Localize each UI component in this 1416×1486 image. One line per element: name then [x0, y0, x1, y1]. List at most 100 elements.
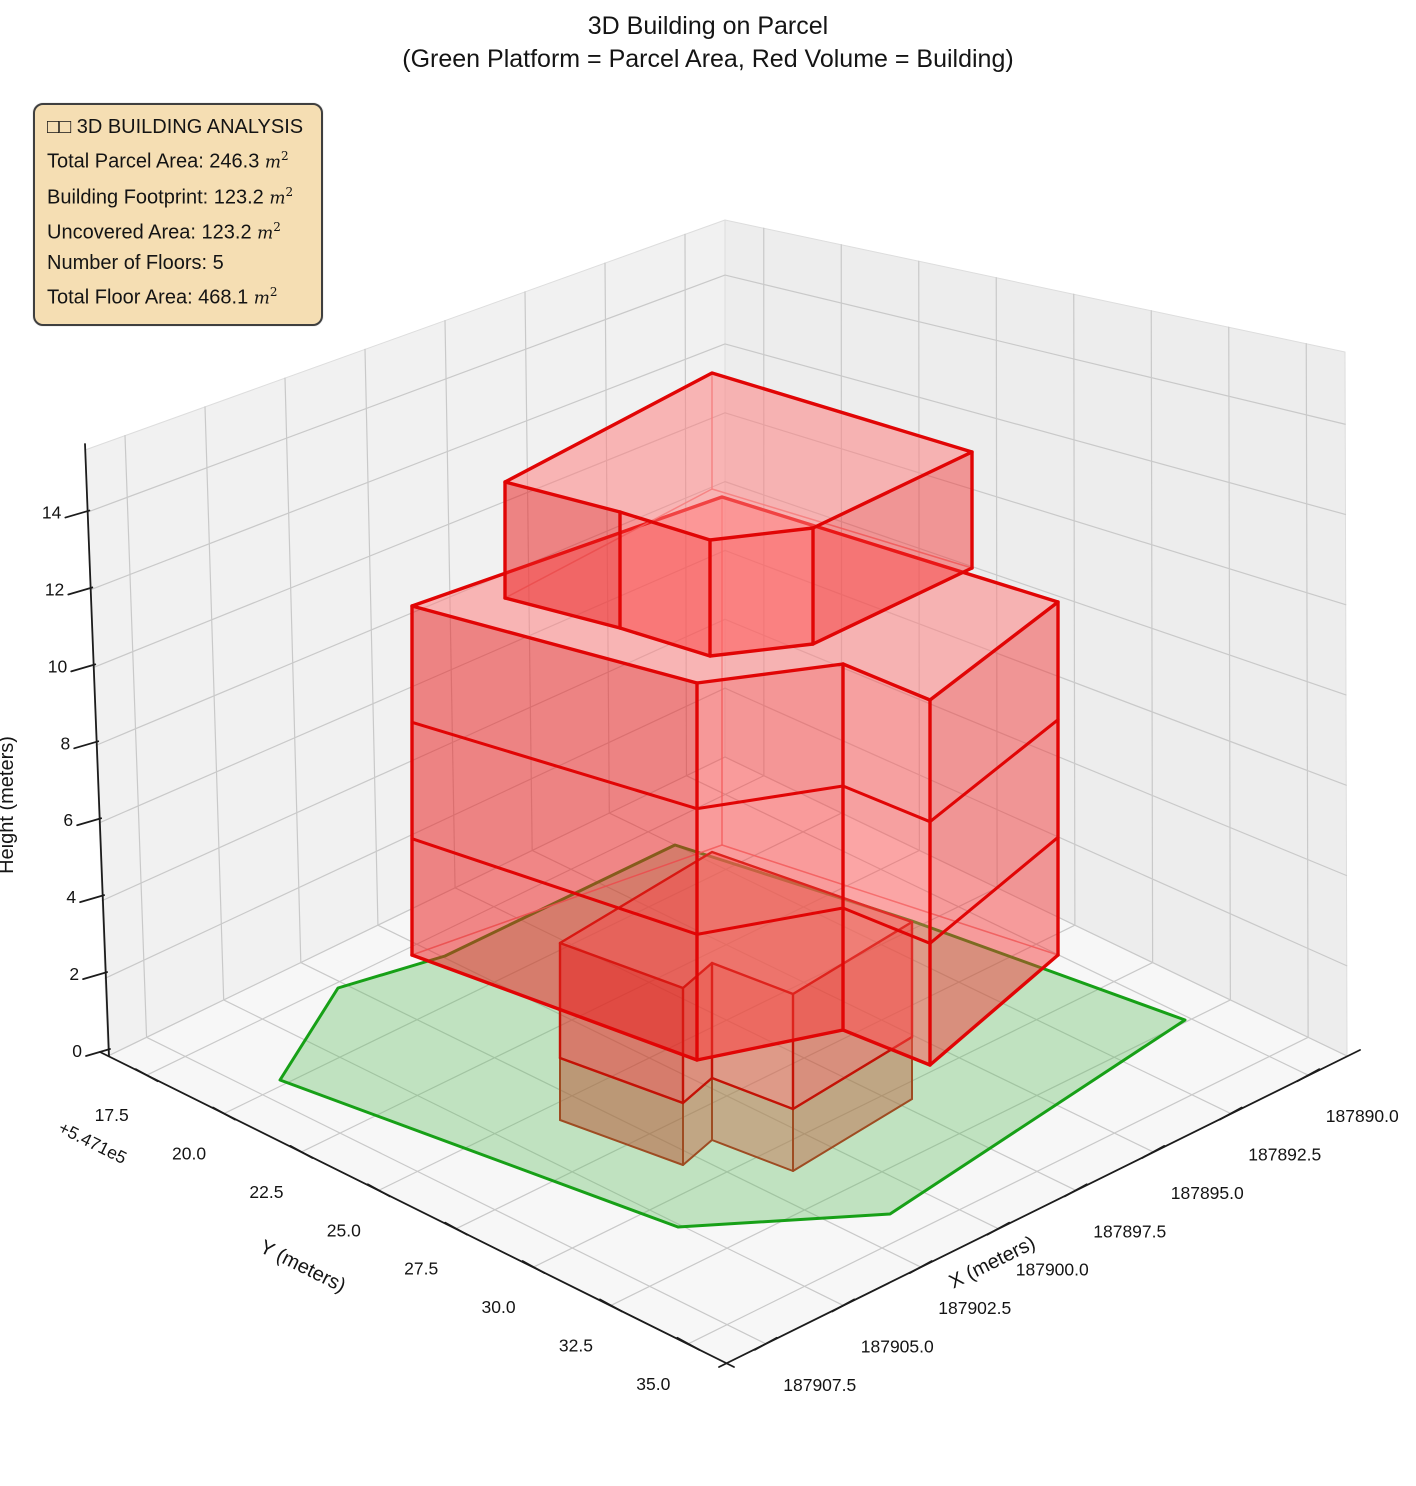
- floor-grid-y: [532, 961, 1154, 1268]
- x-tick: [831, 1298, 856, 1313]
- leftwall-grid-z: [86, 274, 726, 513]
- x-tick-label: 187900.0: [1016, 1260, 1089, 1280]
- y-tick: [134, 1068, 159, 1083]
- y-tick-label: 35.0: [636, 1374, 670, 1394]
- leftwall-grid-x: [124, 435, 148, 1038]
- building-main-body-face: [412, 606, 697, 1060]
- y-tick-label: 25.0: [327, 1220, 361, 1240]
- rightwall-grid-z: [724, 274, 1346, 425]
- x-axis-line: [718, 1049, 1361, 1368]
- z-tick: [76, 817, 103, 827]
- building-top-floor-face: [620, 512, 710, 656]
- z-tick-label: 12: [45, 579, 64, 599]
- info-box-row: Total Parcel Area: 246.3 m2: [47, 149, 289, 173]
- info-box-header: □□ 3D BUILDING ANALYSIS: [47, 116, 304, 138]
- z-tick-label: 8: [60, 733, 70, 753]
- y-tick-label: 30.0: [482, 1297, 516, 1317]
- z-tick-label: 14: [42, 503, 62, 523]
- x-tick: [1141, 1145, 1166, 1159]
- building-main-body-floor-line: [410, 835, 1060, 945]
- z-tick-label: 6: [63, 810, 73, 830]
- y-tick: [676, 1336, 701, 1351]
- floor-grid-x: [685, 775, 1309, 1076]
- building-tower-low-face: [712, 963, 793, 1109]
- building-top-floor-face: [813, 452, 972, 644]
- x-tick: [753, 1336, 778, 1351]
- building-main-body-face: [697, 664, 843, 1060]
- z-tick-label: 10: [48, 656, 68, 676]
- building-floor1-base-bottom-edge: [559, 1098, 913, 1172]
- z-axis-line: [84, 443, 110, 1057]
- building-main-body-face: [930, 602, 1058, 1065]
- building-top-floor-bottom-edge: [503, 566, 974, 658]
- info-box-rows: Total Parcel Area: 246.3 m2 Building Foot…: [47, 142, 303, 314]
- building-tower-low-face: [793, 922, 912, 1109]
- x-tick: [1063, 1183, 1088, 1198]
- building-top-floor-top-face: [505, 373, 972, 540]
- x-tick: [1218, 1106, 1243, 1121]
- building-floor1-base-face: [793, 1037, 912, 1171]
- y-tick: [212, 1106, 236, 1121]
- z-tick: [73, 740, 100, 750]
- rightwall-grid-z: [724, 687, 1348, 967]
- building-main-body-bottom-edge: [410, 953, 1060, 1067]
- y-axis-label: Y (meters): [256, 1236, 349, 1297]
- building-main-body-floor-line: [410, 718, 1060, 824]
- y-tick-label: 17.5: [95, 1105, 129, 1125]
- info-box-row: Total Floor Area: 468.1 m2: [47, 284, 278, 309]
- building-top-floor-face: [505, 482, 620, 628]
- leftwall-grid-x: [284, 377, 302, 964]
- x-tick-label: 187895.0: [1171, 1183, 1244, 1203]
- leftwall-grid-x: [204, 406, 225, 1001]
- chart-title: 3D Building on Parcel: [587, 12, 829, 40]
- building-main-body-face: [843, 664, 930, 1065]
- z-axis-label: Height (meters): [0, 736, 18, 874]
- y-tick-label: 27.5: [404, 1259, 438, 1279]
- floor-grid-x: [145, 1036, 767, 1345]
- y-tick: [521, 1260, 546, 1274]
- y-tick-label: 32.5: [559, 1335, 593, 1355]
- rightwall-grid-y: [1305, 343, 1309, 1038]
- x-tick-label: 187905.0: [861, 1336, 934, 1356]
- floor-grid-y: [455, 924, 1076, 1230]
- z-tick-label: 2: [69, 964, 79, 984]
- floor-grid-y: [610, 999, 1231, 1307]
- rightwall-grid-y: [1150, 310, 1154, 964]
- rightwall-grid-y: [1228, 326, 1231, 1001]
- chart-subtitle: (Green Platform = Parcel Area, Red Volum…: [402, 45, 1014, 73]
- z-tick-label: 4: [66, 887, 76, 907]
- x-tick-label: 187902.5: [938, 1298, 1011, 1318]
- y-tick-label: 22.5: [249, 1182, 283, 1202]
- analysis-info-box: □□ 3D BUILDING ANALYSIS Total Parcel Are…: [33, 103, 324, 326]
- info-box-row: Uncovered Area: 123.2 m2: [47, 220, 281, 244]
- y-tick: [366, 1183, 391, 1198]
- building-tower-low-bottom-edge: [558, 1035, 914, 1111]
- info-box-row: Building Footprint: 123.2 m2: [47, 184, 294, 209]
- z-tick: [67, 586, 94, 596]
- info-box-row: Number of Floors: 5: [47, 251, 224, 274]
- floor-grid-x: [223, 999, 844, 1307]
- y-tick: [444, 1221, 469, 1236]
- z-tick: [85, 1048, 111, 1057]
- rightwall-grid-y: [918, 260, 920, 852]
- z-tick: [79, 894, 106, 904]
- rightwall-grid-z: [724, 343, 1347, 516]
- y-axis-line: [99, 1051, 735, 1368]
- z-tick: [70, 663, 97, 673]
- y-tick-label: 20.0: [172, 1144, 206, 1164]
- x-tick: [986, 1221, 1011, 1236]
- x-tick-label: 187892.5: [1248, 1145, 1321, 1165]
- building-floor1-base-face: [683, 1078, 712, 1165]
- x-tick: [908, 1260, 933, 1274]
- z-tick: [82, 971, 108, 980]
- floor-grid-y: [687, 1036, 1309, 1345]
- y-tick: [289, 1145, 314, 1159]
- rightwall-grid-y: [1073, 293, 1076, 926]
- x-tick: [1296, 1068, 1321, 1083]
- rightwall-grid-z: [724, 756, 1348, 1057]
- x-tick-label: 187890.0: [1326, 1106, 1399, 1126]
- x-tick-label: 187897.5: [1093, 1221, 1166, 1241]
- x-tick-label: 187907.5: [783, 1375, 856, 1395]
